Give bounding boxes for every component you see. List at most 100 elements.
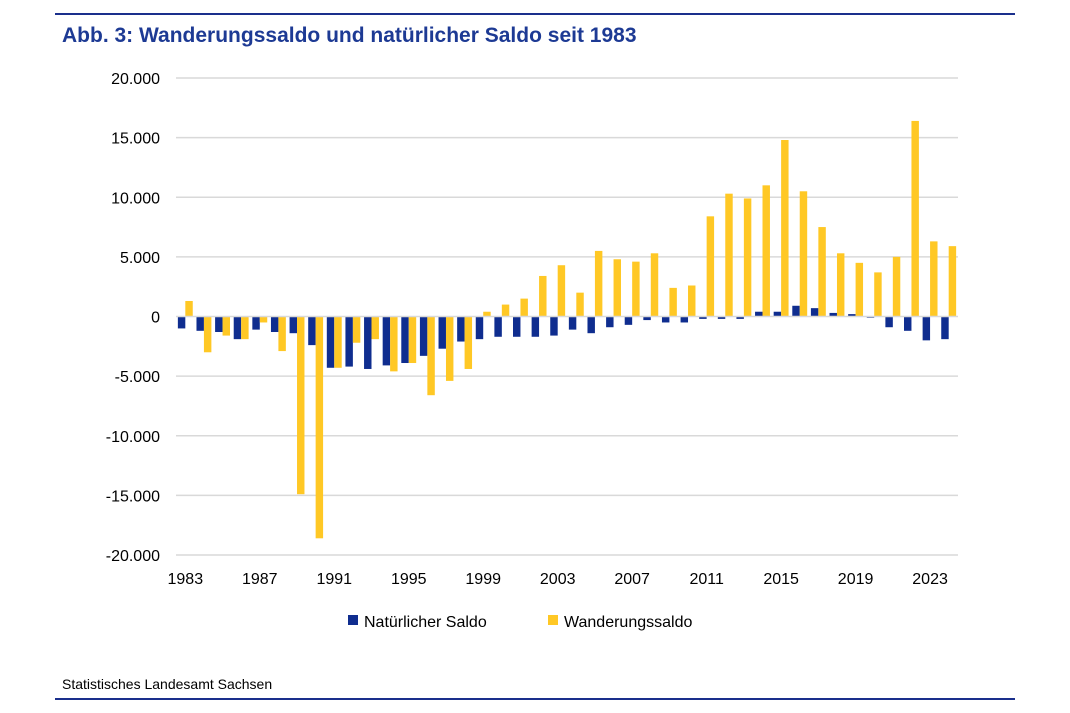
bar-natuerlicher-saldo-1991 — [326, 316, 335, 368]
bar-wanderungssaldo-2002 — [539, 275, 547, 317]
bar-wanderungssaldo-2003 — [557, 265, 566, 317]
bar-natuerlicher-saldo-2017 — [810, 308, 819, 317]
x-tick-label: 2019 — [838, 571, 874, 588]
bar-natuerlicher-saldo-1989 — [289, 316, 298, 334]
bar-wanderungssaldo-2022 — [911, 120, 919, 317]
source-note: Statistisches Landesamt Sachsen — [62, 676, 273, 692]
x-tick-label: 2003 — [540, 571, 576, 588]
bar-natuerlicher-saldo-1998 — [457, 316, 465, 342]
bar-wanderungssaldo-1991 — [334, 316, 342, 368]
bar-natuerlicher-saldo-2000 — [494, 316, 502, 337]
bar-wanderungssaldo-1995 — [408, 316, 417, 364]
x-tick-label: 2011 — [689, 571, 724, 588]
bar-wanderungssaldo-1983 — [185, 300, 193, 317]
bar-wanderungssaldo-1989 — [297, 316, 305, 495]
bar-wanderungssaldo-2019 — [855, 262, 864, 317]
y-tick-label: -15.000 — [106, 488, 160, 505]
bar-wanderungssaldo-2021 — [892, 256, 901, 317]
x-tick-label: 2015 — [763, 571, 799, 588]
bar-natuerlicher-saldo-1984 — [196, 316, 204, 331]
bar-wanderungssaldo-2018 — [836, 253, 845, 317]
legend-label: Wanderungssaldo — [564, 614, 692, 631]
bar-wanderungssaldo-2017 — [818, 227, 826, 317]
bar-natuerlicher-saldo-1999 — [475, 316, 484, 340]
bar-natuerlicher-saldo-2018 — [829, 312, 837, 317]
bar-natuerlicher-saldo-1996 — [419, 316, 428, 356]
x-tick-label: 2023 — [912, 571, 948, 588]
bar-natuerlicher-saldo-2002 — [531, 316, 540, 337]
bar-natuerlicher-saldo-2014 — [755, 311, 763, 317]
bar-natuerlicher-saldo-2001 — [513, 316, 521, 337]
bar-natuerlicher-saldo-2013 — [736, 316, 744, 319]
bar-wanderungssaldo-1984 — [203, 316, 212, 353]
y-tick-label: -5.000 — [115, 369, 160, 386]
bottom-rule — [55, 698, 1015, 700]
bar-natuerlicher-saldo-2004 — [568, 316, 577, 330]
bar-natuerlicher-saldo-2016 — [792, 305, 800, 317]
bar-wanderungssaldo-1986 — [241, 316, 249, 340]
bar-natuerlicher-saldo-2011 — [699, 316, 707, 319]
bar-wanderungssaldo-1987 — [259, 316, 268, 323]
legend-swatch — [348, 615, 358, 625]
bar-natuerlicher-saldo-1990 — [308, 316, 316, 346]
bar-wanderungssaldo-2008 — [650, 253, 659, 317]
y-tick-label: -20.000 — [106, 548, 160, 565]
y-tick-label: 10.000 — [111, 190, 160, 207]
bar-wanderungssaldo-2024 — [948, 246, 957, 317]
bar-natuerlicher-saldo-1995 — [401, 316, 409, 364]
y-tick-label: 15.000 — [111, 131, 160, 148]
bar-wanderungssaldo-1996 — [427, 316, 435, 396]
x-tick-label: 2007 — [614, 571, 650, 588]
bar-natuerlicher-saldo-2024 — [941, 316, 949, 340]
bar-natuerlicher-saldo-1988 — [270, 316, 279, 333]
bar-natuerlicher-saldo-1994 — [382, 316, 391, 366]
bar-natuerlicher-saldo-2009 — [661, 316, 670, 323]
bar-wanderungssaldo-1992 — [352, 316, 361, 343]
bar-wanderungssaldo-2004 — [576, 292, 584, 317]
bar-wanderungssaldo-2007 — [632, 261, 640, 317]
bar-wanderungssaldo-2010 — [688, 285, 696, 317]
bar-natuerlicher-saldo-1997 — [438, 316, 446, 349]
bar-wanderungssaldo-2006 — [613, 259, 621, 317]
bar-wanderungssaldo-1999 — [483, 311, 491, 317]
y-tick-label: 5.000 — [120, 250, 160, 267]
x-tick-label: 1995 — [391, 571, 427, 588]
bar-natuerlicher-saldo-1985 — [215, 316, 223, 333]
bar-wanderungssaldo-2016 — [799, 191, 808, 317]
x-tick-label: 1991 — [316, 571, 352, 588]
y-tick-label: 0 — [151, 310, 160, 327]
bar-natuerlicher-saldo-2012 — [717, 316, 726, 319]
bar-natuerlicher-saldo-2010 — [680, 316, 689, 323]
bar-wanderungssaldo-1988 — [278, 316, 286, 352]
bar-wanderungssaldo-2014 — [762, 185, 770, 317]
bar-wanderungssaldo-2012 — [725, 193, 733, 317]
bar-wanderungssaldo-1993 — [371, 316, 379, 340]
bar-natuerlicher-saldo-1986 — [233, 316, 242, 340]
chart-title: Abb. 3: Wanderungssaldo und natürlicher … — [62, 24, 637, 47]
bar-natuerlicher-saldo-2022 — [904, 316, 912, 331]
bar-natuerlicher-saldo-2015 — [773, 311, 782, 317]
bar-natuerlicher-saldo-1987 — [252, 316, 260, 330]
bar-natuerlicher-saldo-2006 — [606, 316, 614, 328]
bar-natuerlicher-saldo-2003 — [550, 316, 558, 336]
bar-natuerlicher-saldo-2008 — [643, 316, 651, 321]
bar-wanderungssaldo-1990 — [315, 316, 324, 539]
y-tick-label: 20.000 — [111, 71, 160, 88]
bar-wanderungssaldo-2015 — [781, 140, 789, 317]
bar-natuerlicher-saldo-2019 — [848, 314, 856, 317]
top-rule — [55, 13, 1015, 15]
bar-natuerlicher-saldo-2005 — [587, 316, 595, 334]
bar-natuerlicher-saldo-2023 — [922, 316, 931, 341]
bar-wanderungssaldo-2013 — [743, 198, 752, 317]
bar-wanderungssaldo-1994 — [390, 316, 398, 372]
bar-wanderungssaldo-2001 — [520, 298, 528, 317]
bar-natuerlicher-saldo-2007 — [624, 316, 633, 325]
bar-wanderungssaldo-2011 — [706, 216, 715, 317]
x-tick-label: 1987 — [242, 571, 278, 588]
bar-wanderungssaldo-1997 — [445, 316, 454, 381]
bar-wanderungssaldo-1998 — [464, 316, 473, 369]
bar-wanderungssaldo-2005 — [594, 250, 603, 317]
legend-swatch — [548, 615, 558, 625]
